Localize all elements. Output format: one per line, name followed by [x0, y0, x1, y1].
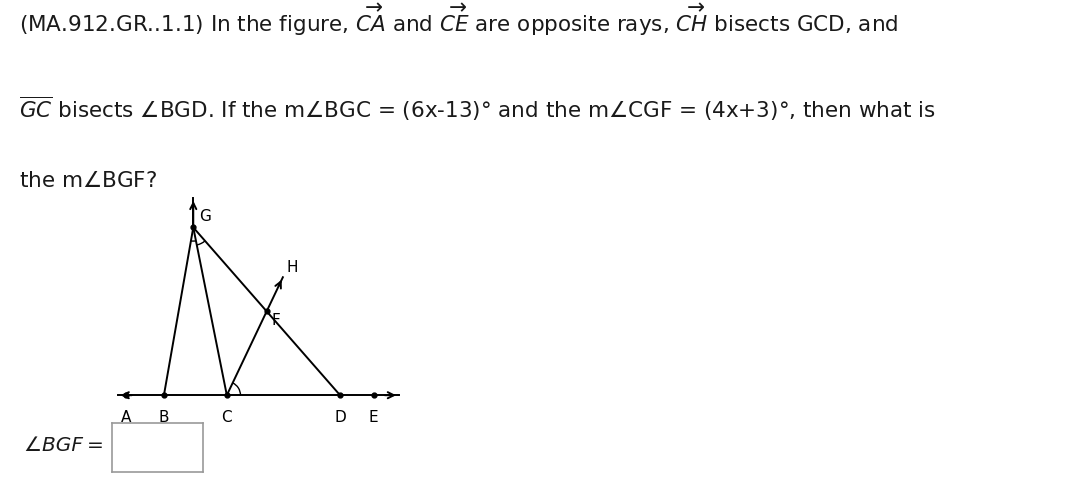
Text: the m$\angle$BGF?: the m$\angle$BGF? [19, 170, 157, 191]
Text: E: E [369, 410, 378, 425]
Text: H: H [287, 260, 297, 275]
Text: D: D [335, 410, 346, 425]
Text: $\overline{GC}$ bisects $\angle$BGD. If the m$\angle$BGC = (6x-13)° and the m$\a: $\overline{GC}$ bisects $\angle$BGD. If … [19, 95, 936, 123]
Text: C: C [222, 410, 232, 425]
Text: (MA.912.GR..1.1) In the figure, $\overrightarrow{CA}$ and $\overrightarrow{CE}$ : (MA.912.GR..1.1) In the figure, $\overri… [19, 2, 899, 38]
Text: G: G [199, 209, 211, 224]
Text: B: B [159, 410, 169, 425]
Text: F: F [272, 313, 280, 329]
Text: A: A [120, 410, 131, 425]
Text: ∠BGF =: ∠BGF = [23, 436, 103, 455]
